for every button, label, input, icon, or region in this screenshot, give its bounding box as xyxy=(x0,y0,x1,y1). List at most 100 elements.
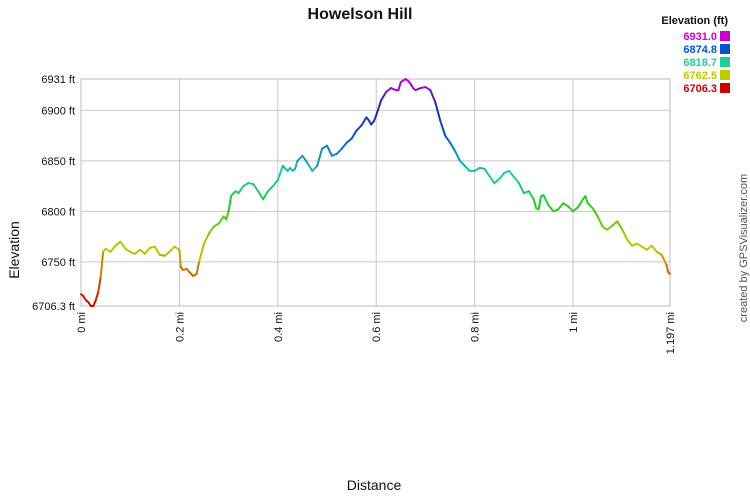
plot-frame xyxy=(80,78,671,307)
elevation-segment xyxy=(380,91,388,102)
legend-value: 6762.5 xyxy=(683,70,717,82)
elevation-segment xyxy=(372,114,378,123)
elevation-segment xyxy=(483,167,491,177)
elevation-segment xyxy=(596,215,604,228)
elevation-segment xyxy=(168,245,176,253)
elevation-segment xyxy=(429,89,437,104)
elevation-segment xyxy=(660,253,668,266)
elevation-segment xyxy=(385,87,392,94)
plot-border xyxy=(80,78,671,307)
y-tick-label: 6750 ft xyxy=(41,257,75,269)
elevation-segment xyxy=(572,206,579,213)
elevation-segment xyxy=(449,141,456,152)
legend-value: 6931.0 xyxy=(683,31,717,43)
y-axis-label: Elevation xyxy=(6,221,22,279)
elevation-segment xyxy=(542,194,550,207)
x-axis-ticks: 0 mi 0.2 mi 0.4 mi 0.6 mi 0.8 mi 1 mi 1.197 mi xyxy=(76,312,677,354)
elevation-segment xyxy=(195,260,201,275)
elevation-segment xyxy=(591,207,599,218)
y-tick-label: 6850 ft xyxy=(41,156,75,168)
elevation-segment xyxy=(301,154,309,164)
legend-swatch xyxy=(720,83,730,93)
elevation-segment xyxy=(444,134,452,144)
elevation-segment xyxy=(281,164,289,172)
elevation-segment xyxy=(99,250,105,279)
x-tick-label: 0.4 mi xyxy=(273,312,285,342)
y-tick-label: 6800 ft xyxy=(41,206,75,218)
elevation-segment xyxy=(527,190,535,201)
legend-swatch xyxy=(720,31,730,41)
elevation-segment xyxy=(294,159,299,170)
elevation-segment xyxy=(567,205,575,213)
elevation-segment xyxy=(143,246,151,255)
elevation-segment xyxy=(92,299,97,307)
elevation-segment xyxy=(355,124,363,132)
elevation-segment xyxy=(97,276,102,294)
elevation-segment xyxy=(584,195,589,205)
elevation-segment xyxy=(650,244,658,253)
y-axis-ticks: 6706.3 ft 6750 ft 6800 ft 6850 ft 6900 ft 693… xyxy=(32,74,75,313)
x-axis-label: Distance xyxy=(347,477,402,493)
x-tick-label: 0.6 mi xyxy=(371,312,383,342)
elevation-segment xyxy=(532,198,538,210)
elevation-segment xyxy=(217,215,225,225)
elevation-segment xyxy=(153,245,161,256)
elevation-segment xyxy=(119,240,127,250)
elevation-segment xyxy=(296,154,304,162)
elevation-segment xyxy=(114,240,122,247)
elevation-segment xyxy=(316,147,324,167)
credit-text: created by GPSVisualizer.com xyxy=(738,174,750,322)
elevation-segment xyxy=(537,195,543,211)
elevation-segment xyxy=(311,164,319,172)
elevation-segment xyxy=(665,263,670,273)
legend-swatch xyxy=(720,44,730,54)
elevation-segment xyxy=(645,244,653,251)
x-tick-label: 0 mi xyxy=(76,312,88,333)
elevation-segment xyxy=(335,147,343,155)
legend-title: Elevation (ft) xyxy=(661,15,728,27)
elevation-segment xyxy=(163,250,171,257)
elevation-segment xyxy=(276,164,284,182)
elevation-series xyxy=(80,78,671,307)
x-tick-label: 1 mi xyxy=(568,312,580,333)
grid-lines xyxy=(80,78,671,307)
elevation-segment xyxy=(488,174,496,185)
elevation-segment xyxy=(616,220,624,231)
x-tick-label: 0.8 mi xyxy=(470,312,482,342)
elevation-segment xyxy=(375,99,383,117)
elevation-segment xyxy=(198,242,206,263)
elevation-segment xyxy=(513,175,520,185)
elevation-segment xyxy=(626,238,634,247)
elevation-segment xyxy=(397,81,402,92)
elevation-segment xyxy=(252,183,260,193)
elevation-segment xyxy=(134,248,142,255)
elevation-segment xyxy=(576,198,584,209)
elevation-segment xyxy=(434,101,442,122)
elevation-segment xyxy=(557,202,565,211)
y-tick-label: 6706.3 ft xyxy=(32,301,75,313)
x-tick-label: 1.197 mi xyxy=(665,312,677,354)
elevation-segment xyxy=(453,149,461,162)
elevation-segment xyxy=(262,190,269,201)
elevation-segment xyxy=(439,119,447,137)
elevation-segment xyxy=(547,204,555,213)
elevation-segment xyxy=(326,144,333,157)
elevation-segment xyxy=(225,210,230,221)
legend-swatch xyxy=(720,57,730,67)
elevation-segment xyxy=(271,179,279,188)
elevation-segment xyxy=(517,182,525,195)
elevation-segment xyxy=(257,190,265,201)
elevation-segment xyxy=(360,116,368,127)
elevation-segment xyxy=(227,195,233,213)
legend-value: 6818.7 xyxy=(683,57,717,69)
legend-value: 6706.3 xyxy=(683,83,717,95)
elevation-segment xyxy=(508,169,516,178)
elevation-segment xyxy=(109,244,117,253)
y-tick-label: 6931 ft xyxy=(41,74,75,86)
elevation-segment xyxy=(340,141,348,150)
elevation-segment xyxy=(458,159,466,167)
elevation-segment xyxy=(94,291,100,302)
elevation-segment xyxy=(207,225,215,235)
legend-value: 6874.8 xyxy=(683,44,717,56)
chart-title: Howelson Hill xyxy=(308,6,413,23)
